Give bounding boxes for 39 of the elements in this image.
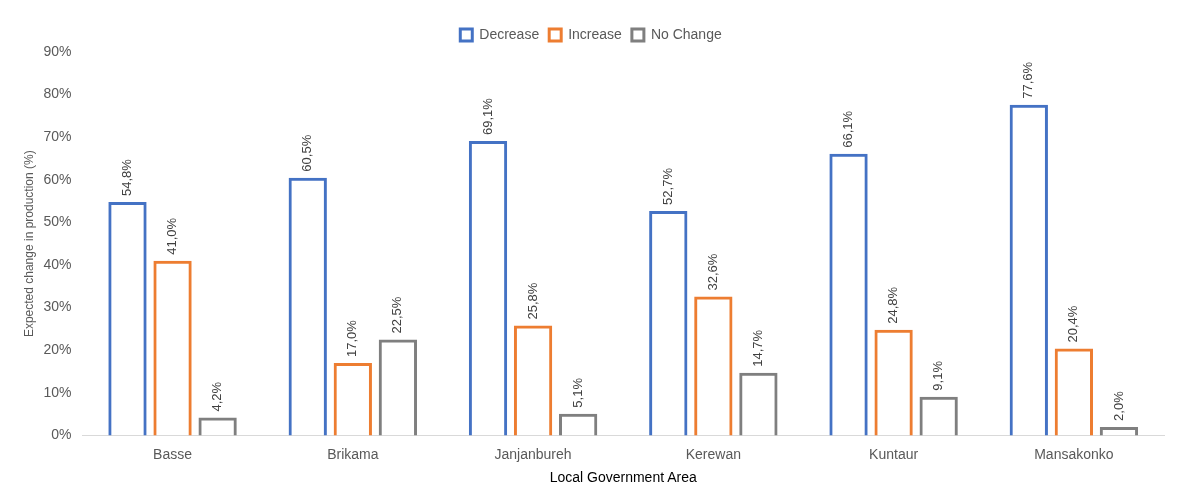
data-label: 22,5% [389,296,405,334]
y-tick-label: 10% [43,383,72,400]
data-label: 77,6% [1020,61,1036,99]
data-label: 54,8% [119,158,135,196]
data-label: 9,1% [930,360,946,391]
y-axis-title: Expected change in production (%) [21,150,36,338]
y-tick-label: 90% [43,42,72,59]
y-tick-label: 70% [43,128,72,145]
x-tick-label: Janjanbureh [494,445,572,462]
data-label: 4,2% [209,381,225,412]
data-label: 32,6% [704,253,720,291]
data-label: 14,7% [749,329,765,367]
data-label: 41,0% [164,217,180,255]
data-label: 52,7% [659,167,675,205]
data-label: 2,0% [1110,390,1126,421]
legend-label: Increase [568,25,623,42]
y-tick-label: 0% [51,426,72,443]
x-tick-label: Basse [153,445,193,462]
y-tick-label: 30% [43,298,72,315]
y-tick-label: 80% [43,85,72,102]
data-label: 66,1% [840,110,856,148]
legend-label: Decrease [479,25,540,42]
data-label: 20,4% [1065,305,1081,343]
data-label: 69,1% [479,97,495,136]
data-label: 5,1% [569,377,585,408]
y-tick-label: 20% [43,341,72,358]
x-axis-title: Local Government Area [549,469,697,486]
legend-label: No Change [650,25,722,42]
y-tick-label: 50% [43,213,72,230]
data-label: 25,8% [524,282,540,320]
x-tick-label: Mansakonko [1034,445,1114,462]
data-label: 17,0% [344,319,360,357]
y-tick-label: 40% [43,255,72,272]
data-label: 60,5% [299,134,315,172]
x-tick-label: Brikama [327,445,379,462]
y-tick-label: 60% [43,170,72,187]
data-label: 24,8% [885,286,901,324]
x-tick-label: Kuntaur [869,445,919,462]
x-tick-label: Kerewan [685,445,741,462]
